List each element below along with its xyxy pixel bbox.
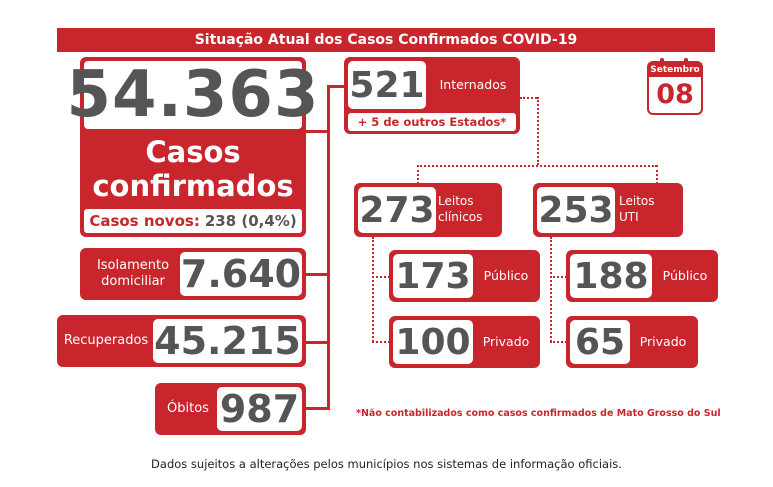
icu-beds-card: 253 Leitos UTI	[533, 183, 683, 237]
recovered-label: Recuperados	[63, 333, 149, 348]
connector-line	[327, 85, 345, 88]
icu-public-label: Público	[662, 268, 708, 283]
confirmed-cases-card: 54.363 Casos confirmados Casos novos: 23…	[66, 57, 320, 237]
calendar-ring	[660, 58, 664, 67]
connector-dotted	[550, 276, 567, 278]
icu-beds-label-line2: UTI	[619, 210, 639, 224]
new-cases-value: 238 (0,4%)	[204, 212, 297, 230]
recovered-value: 45.215	[153, 319, 302, 363]
isolation-label-line1: Isolamento	[96, 258, 170, 273]
calendar-day: 08	[656, 79, 694, 110]
isolation-label: Isolamento domiciliar	[88, 258, 178, 290]
isolation-label-line2: domiciliar	[101, 274, 165, 289]
connector-line	[327, 85, 330, 410]
footer-disclaimer: Dados sujeitos a alterações pelos municí…	[151, 457, 622, 471]
connector-dotted	[372, 237, 374, 342]
clinical-private-card: 100 Privado	[389, 316, 540, 368]
clinical-private-value: 100	[393, 320, 473, 364]
clinical-beds-value: 273	[358, 187, 436, 233]
recovered-card: Recuperados 45.215	[57, 315, 306, 367]
clinical-beds-card: 273 Leitos clínicos	[354, 183, 502, 237]
confirmed-total: 54.363	[66, 58, 320, 132]
calendar-ring	[684, 58, 688, 67]
deaths-card: Óbitos 987	[155, 383, 306, 435]
isolation-value: 7.640	[180, 252, 302, 296]
deaths-label: Óbitos	[167, 401, 209, 416]
connector-dotted	[417, 165, 419, 184]
hospitalized-label: Internados	[439, 77, 507, 92]
connector-line	[306, 130, 330, 133]
icu-beds-label: Leitos UTI	[619, 193, 679, 225]
clinical-beds-label-line2: clínicos	[438, 210, 483, 224]
connector-dotted	[550, 237, 552, 342]
new-cases-label: Casos novos:	[89, 212, 200, 230]
connector-dotted	[372, 276, 390, 278]
footnote: *Não contabilizados como casos confirmad…	[356, 408, 721, 419]
confirmed-label: Casos confirmados	[80, 135, 306, 203]
connector-line	[306, 407, 330, 410]
page-title: Situação Atual dos Casos Confirmados COV…	[57, 28, 715, 52]
icu-beds-value: 253	[537, 187, 615, 233]
icu-private-value: 65	[570, 320, 630, 364]
icu-beds-label-line1: Leitos	[619, 194, 655, 208]
clinical-beds-label: Leitos clínicos	[438, 193, 500, 225]
connector-line	[306, 273, 330, 276]
confirmed-label-line2: confirmados	[92, 169, 294, 203]
clinical-public-card: 173 Público	[389, 250, 540, 302]
connector-dotted	[520, 97, 537, 99]
icu-public-card: 188 Público	[566, 250, 718, 302]
other-states-note: + 5 de outros Estados*	[348, 113, 516, 131]
clinical-private-label: Privado	[482, 334, 530, 349]
clinical-public-value: 173	[393, 254, 473, 298]
connector-line	[306, 341, 330, 344]
confirmed-label-line1: Casos	[145, 135, 241, 169]
hospitalized-value: 521	[348, 61, 426, 109]
clinical-beds-label-line1: Leitos	[438, 194, 474, 208]
icu-private-card: 65 Privado	[566, 316, 698, 368]
hospitalized-card: 521 Internados + 5 de outros Estados*	[344, 57, 520, 134]
connector-dotted	[417, 165, 657, 167]
connector-dotted	[372, 341, 390, 343]
calendar-icon: Setembro 08	[647, 58, 703, 115]
clinical-public-label: Público	[483, 268, 529, 283]
icu-public-value: 188	[570, 254, 652, 298]
new-cases-box: Casos novos: 238 (0,4%)	[84, 209, 302, 233]
deaths-value: 987	[217, 387, 302, 431]
connector-dotted	[537, 97, 539, 165]
calendar-month: Setembro	[649, 63, 701, 77]
connector-dotted	[550, 341, 567, 343]
isolation-card: Isolamento domiciliar 7.640	[80, 248, 306, 300]
icu-private-label: Privado	[639, 334, 687, 349]
connector-dotted	[656, 165, 658, 184]
